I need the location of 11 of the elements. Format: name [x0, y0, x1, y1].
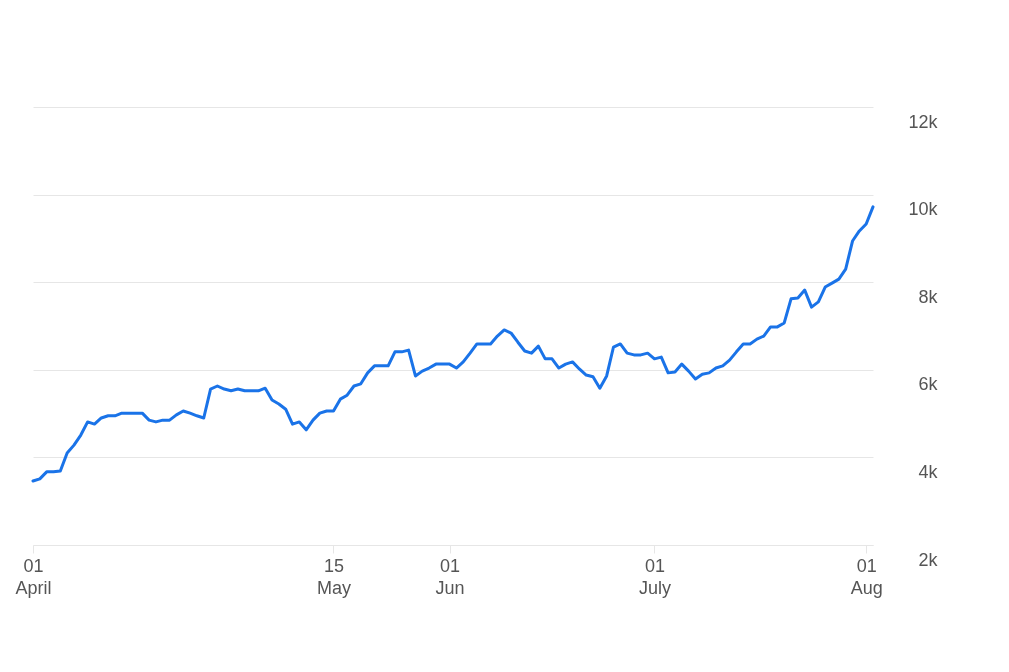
y-tick-label: 2k — [918, 549, 939, 570]
y-tick-label: 12k — [908, 111, 939, 132]
y-tick-label: 4k — [918, 461, 939, 482]
x-tick-label: 01 July — [638, 555, 671, 598]
y-tick-label: 6k — [918, 374, 939, 395]
y-tick-label: 10k — [908, 199, 939, 220]
x-tick-label: 01 Aug — [850, 555, 883, 598]
x-tick-label: 01 April — [15, 555, 52, 598]
x-tick-label: 01 Jun — [435, 555, 465, 598]
x-tick-label: 15 May — [316, 555, 351, 598]
y-tick-label: 8k — [918, 286, 939, 307]
